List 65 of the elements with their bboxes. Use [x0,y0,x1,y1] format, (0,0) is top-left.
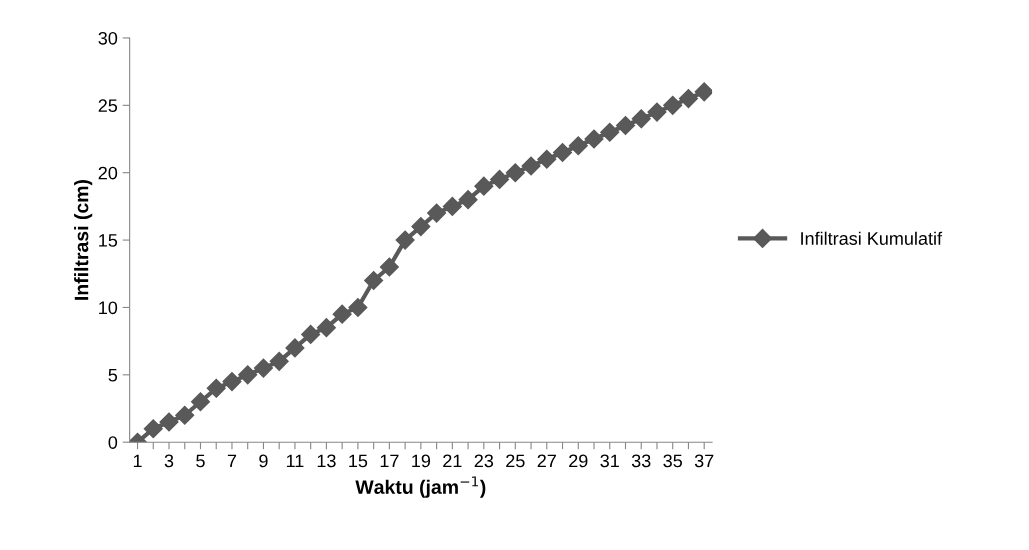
y-tick-label: 25 [98,99,118,113]
y-axis-title: Infiltrasi (cm) [74,179,93,300]
point [505,163,525,183]
x-tick-label: 33 [631,454,651,468]
y-tick-label: 0 [108,436,118,449]
point [348,297,368,317]
x-axis-title: Waktu (jam$^{−1}$) [355,476,486,498]
point [490,169,510,189]
point [253,358,273,378]
x-tick-label: 9 [259,454,268,468]
x-tick-label: 13 [317,454,336,468]
point [269,351,289,371]
point [159,412,179,432]
point [332,304,352,324]
x-tick-label: 21 [443,454,462,468]
point [427,203,447,223]
y-tick-label: 30 [98,31,118,45]
y-tick-label: 20 [98,166,118,180]
x-tick-label: 1 [133,454,142,468]
point [411,217,431,237]
point [568,136,588,156]
point [395,230,415,250]
x-tick-label: 37 [694,454,714,468]
point [694,82,713,102]
point [615,116,636,136]
x-tick-label: 25 [506,454,525,468]
point [600,122,620,142]
x-tick-label: 23 [474,454,494,468]
point [364,270,384,291]
x-tick-label: 31 [600,454,619,468]
point [379,257,399,277]
x-tick-label: 19 [412,454,431,468]
point [537,149,557,169]
point [285,338,305,358]
x-tick-label: 15 [349,454,368,468]
point [222,372,242,392]
point [316,318,336,338]
x-tick-label: 5 [196,454,205,468]
x-tick-label: 11 [286,454,304,468]
y-tick-label: 10 [99,301,118,315]
x-tick-label: 29 [569,454,588,468]
x-tick-label: 27 [537,454,556,468]
point [190,392,211,412]
x-tick-label: 17 [380,454,399,468]
point [663,95,683,115]
point [238,365,258,385]
point [552,142,573,163]
point [631,109,651,129]
point [206,378,226,398]
point [143,419,163,439]
x-tick-label: 7 [227,454,237,468]
point [442,196,462,216]
point [678,89,698,109]
x-tick-label: 35 [663,454,682,468]
point [474,176,494,196]
x-tick-label: 3 [164,454,174,468]
point [301,324,321,344]
point [458,190,478,210]
point [584,129,604,149]
y-tick-label: 5 [108,368,118,382]
legend-label: Infiltrasi Kumulatif [801,231,943,245]
point [647,102,667,122]
point [175,405,195,425]
y-tick-label: 15 [99,234,118,247]
point [521,156,541,176]
